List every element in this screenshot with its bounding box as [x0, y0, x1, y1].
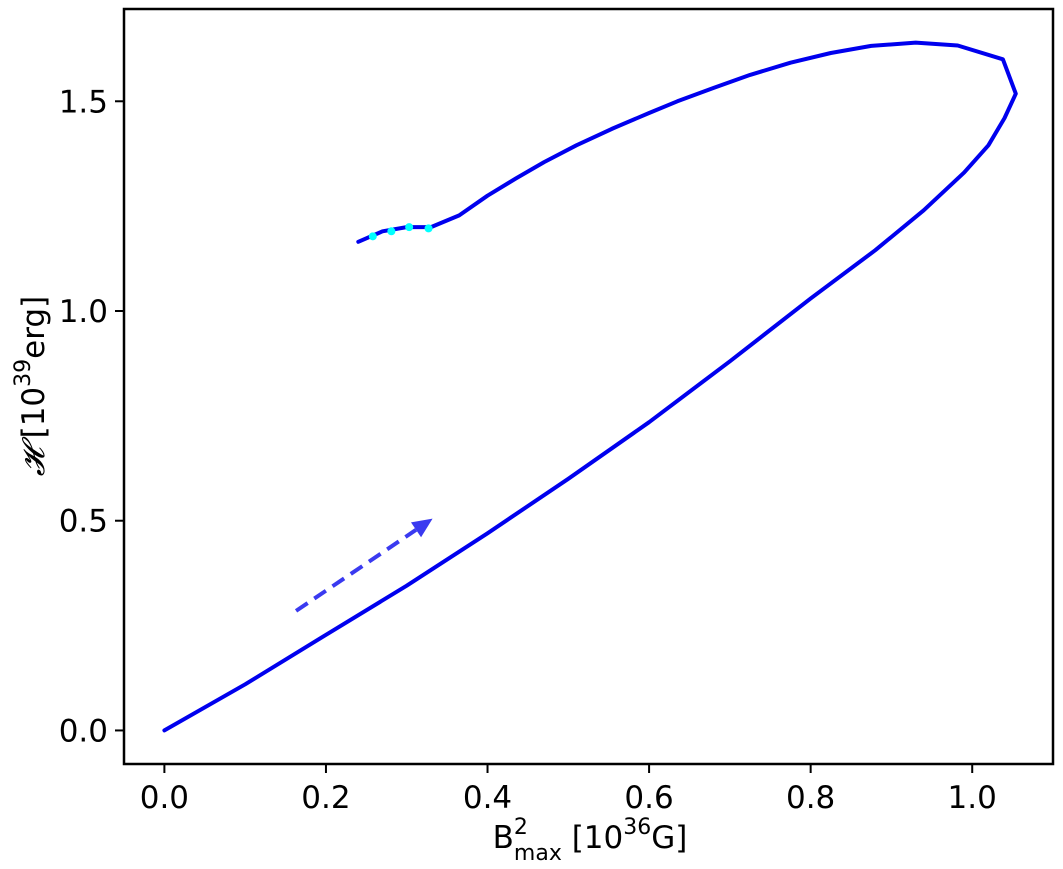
marker-layer — [368, 223, 433, 241]
x-tick-label: 0.0 — [140, 780, 189, 816]
y-label-rest-post: erg] — [16, 296, 52, 359]
x-tick-label: 0.2 — [301, 780, 350, 816]
data-marker — [405, 223, 414, 232]
x-label-rest-pre: [10 — [562, 820, 623, 856]
x-label-rest-sup: 36 — [623, 815, 651, 840]
series-layer — [162, 40, 1018, 733]
plot-frame — [122, 7, 1055, 766]
x-tick-label: 0.8 — [786, 780, 835, 816]
y-axis-ticks: 0.0 0.5 1.0 1.5 — [59, 84, 124, 749]
series-line — [162, 40, 1018, 733]
y-tick-label: 0.5 — [59, 504, 108, 540]
x-label-sup: 2 — [514, 815, 528, 840]
y-label-rest-pre: [10 — [16, 387, 52, 448]
data-marker — [424, 224, 433, 233]
x-tick-label: 0.6 — [624, 780, 673, 816]
y-tick-label: 0.0 — [59, 713, 108, 749]
direction-arrow-head — [410, 518, 433, 538]
y-axis-label: 𝓗 [1039erg] — [11, 296, 52, 476]
x-axis-label: B2 max [1036G] — [493, 815, 688, 866]
y-label-rest-sup: 39 — [11, 359, 36, 387]
x-axis-ticks: 0.0 0.2 0.4 0.6 0.8 1.0 — [140, 764, 997, 816]
arrow-layer — [294, 518, 433, 613]
data-marker — [368, 232, 377, 241]
x-label-rest-post: G] — [651, 820, 687, 856]
direction-arrow-shaft — [294, 528, 418, 613]
y-tick-label: 1.0 — [59, 294, 108, 330]
x-label-main: B — [493, 820, 514, 856]
data-marker — [387, 227, 396, 236]
x-label-sub: max — [514, 841, 562, 866]
x-tick-label: 0.4 — [463, 780, 512, 816]
plot-area: 0.0 0.2 0.4 0.6 0.8 1.0 0.0 0.5 1.0 1.5 — [59, 7, 1055, 816]
y-tick-label: 1.5 — [59, 84, 108, 120]
x-tick-label: 1.0 — [948, 780, 997, 816]
